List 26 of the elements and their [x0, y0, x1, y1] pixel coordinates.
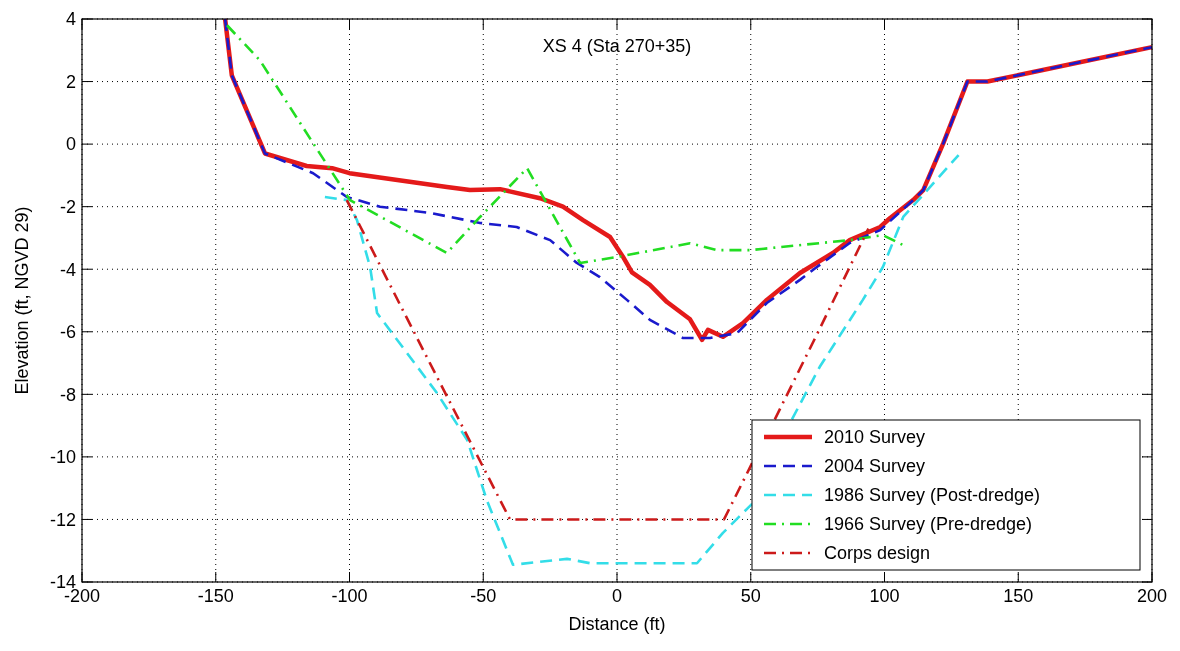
legend-label: 2010 Survey	[824, 427, 926, 448]
x-tick-label: -150	[197, 586, 234, 606]
legend-label: 1966 Survey (Pre-dredge)	[824, 514, 1033, 535]
text: XS 4 (Sta 270+35)	[542, 36, 692, 56]
y-tick-label: -2	[59, 196, 76, 217]
x-tick-label: -50	[470, 586, 497, 606]
x-tick-label: 150	[1003, 586, 1034, 606]
x-tick-label: 50	[740, 586, 761, 606]
y-axis-title: Elevation (ft, NGVD 29)	[12, 206, 32, 395]
x-tick-label: 200	[1136, 586, 1168, 606]
x-tick-label: 0	[611, 586, 623, 606]
y-tick-label: -8	[59, 384, 76, 405]
line-series	[225, 23, 905, 265]
x-tick-label: -100	[331, 586, 368, 606]
y-tick-label: -6	[59, 322, 76, 343]
y-tick-label: 0	[65, 134, 76, 155]
legend-label: 1986 Survey (Post-dredge)	[824, 485, 1041, 506]
x-tick-label: 100	[869, 586, 900, 606]
y-tick-label: -12	[49, 509, 76, 530]
y-tick-label: -4	[59, 259, 76, 280]
legend-label: Corps design	[824, 543, 931, 564]
y-tick-label: 4	[65, 9, 76, 30]
x-axis-title: Distance (ft)	[568, 614, 666, 634]
y-tick-label: -10	[49, 447, 76, 468]
legend-label: 2004 Survey	[824, 456, 926, 477]
y-tick-label: 2	[65, 71, 76, 92]
